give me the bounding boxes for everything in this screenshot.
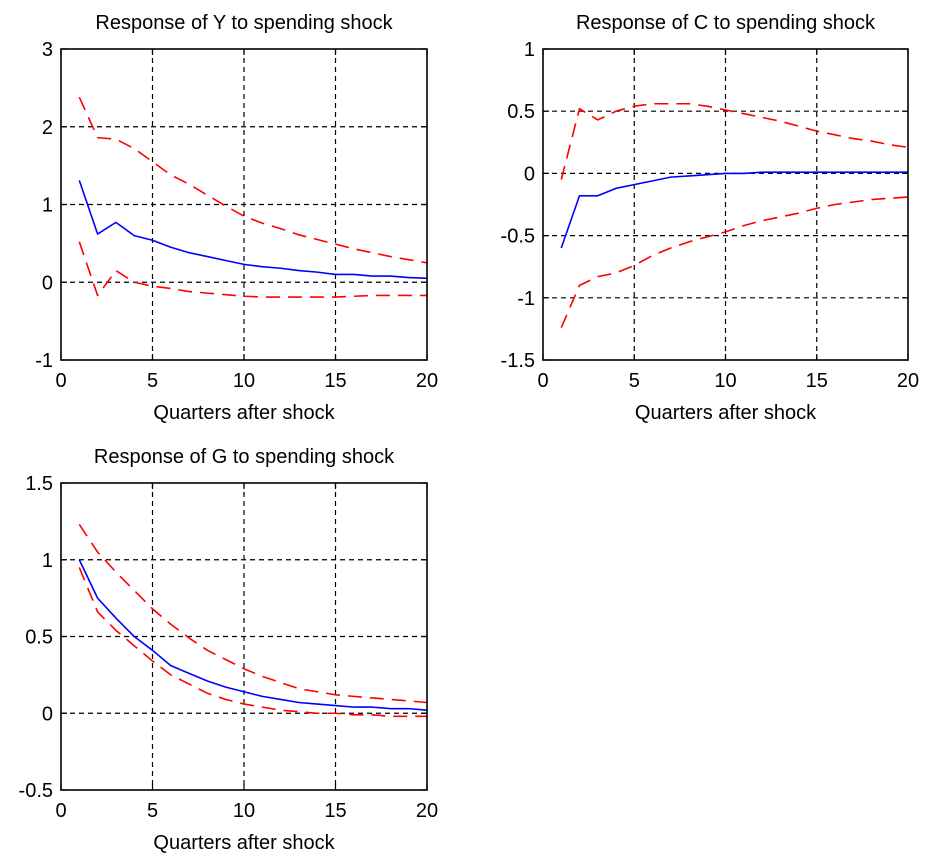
y-tick-label: 1: [42, 550, 53, 572]
x-tick-label: 0: [55, 370, 66, 392]
x-tick-label: 20: [416, 370, 438, 392]
x-tick-label: 10: [233, 800, 255, 822]
y-tick-label: 1.5: [25, 473, 53, 495]
x-tick-label: 10: [233, 370, 255, 392]
x-tick-label: 5: [147, 370, 158, 392]
series-line-band-1: [78, 96, 428, 264]
chart-title: Response of C to spending shock: [576, 12, 876, 34]
series-line-band-1: [560, 102, 909, 180]
x-tick-label: 10: [714, 370, 736, 392]
x-tick-label: 15: [806, 370, 828, 392]
series-line-estimate: [78, 180, 428, 280]
chart-panel-c: 0 5 10 15 20 -1.5 -1 -0.5 0 0.5 1 Response of C to …: [501, 12, 920, 424]
y-tick-label: -1: [517, 288, 535, 310]
series-line-band-1: [78, 523, 428, 704]
chart-title: Response of Y to spending shock: [95, 12, 393, 34]
y-tick-label: 0: [42, 703, 53, 725]
y-tick-label: 0.5: [25, 627, 53, 649]
x-tick-label: 5: [629, 370, 640, 392]
y-tick-label: 0: [524, 163, 535, 185]
x-tick-label: 0: [55, 800, 66, 822]
x-axis-label: Quarters after shock: [153, 402, 335, 424]
series-line-estimate: [560, 171, 908, 249]
x-tick-label: 5: [147, 800, 158, 822]
series-line-band-2: [560, 196, 909, 328]
x-axis-label: Quarters after shock: [153, 832, 335, 854]
series-line-band-2: [78, 241, 427, 298]
x-tick-label: 20: [897, 370, 919, 392]
series-line-band-2: [78, 567, 427, 718]
x-tick-label: 0: [537, 370, 548, 392]
y-tick-label: 3: [42, 39, 53, 61]
y-tick-label: -0.5: [501, 226, 535, 248]
y-tick-label: 1: [42, 195, 53, 217]
x-tick-label: 15: [324, 800, 346, 822]
chart-title: Response of G to spending shock: [94, 446, 395, 468]
y-tick-label: -1: [35, 350, 53, 372]
y-tick-label: 1: [524, 39, 535, 61]
x-tick-label: 20: [416, 800, 438, 822]
series-line-estimate: [78, 559, 428, 711]
x-tick-label: 15: [324, 370, 346, 392]
x-axis-label: Quarters after shock: [635, 402, 817, 424]
y-tick-label: 0.5: [507, 101, 535, 123]
y-tick-label: -0.5: [19, 780, 53, 802]
y-tick-label: -1.5: [501, 350, 535, 372]
y-tick-label: 0: [42, 272, 53, 294]
y-tick-label: 2: [42, 117, 53, 139]
